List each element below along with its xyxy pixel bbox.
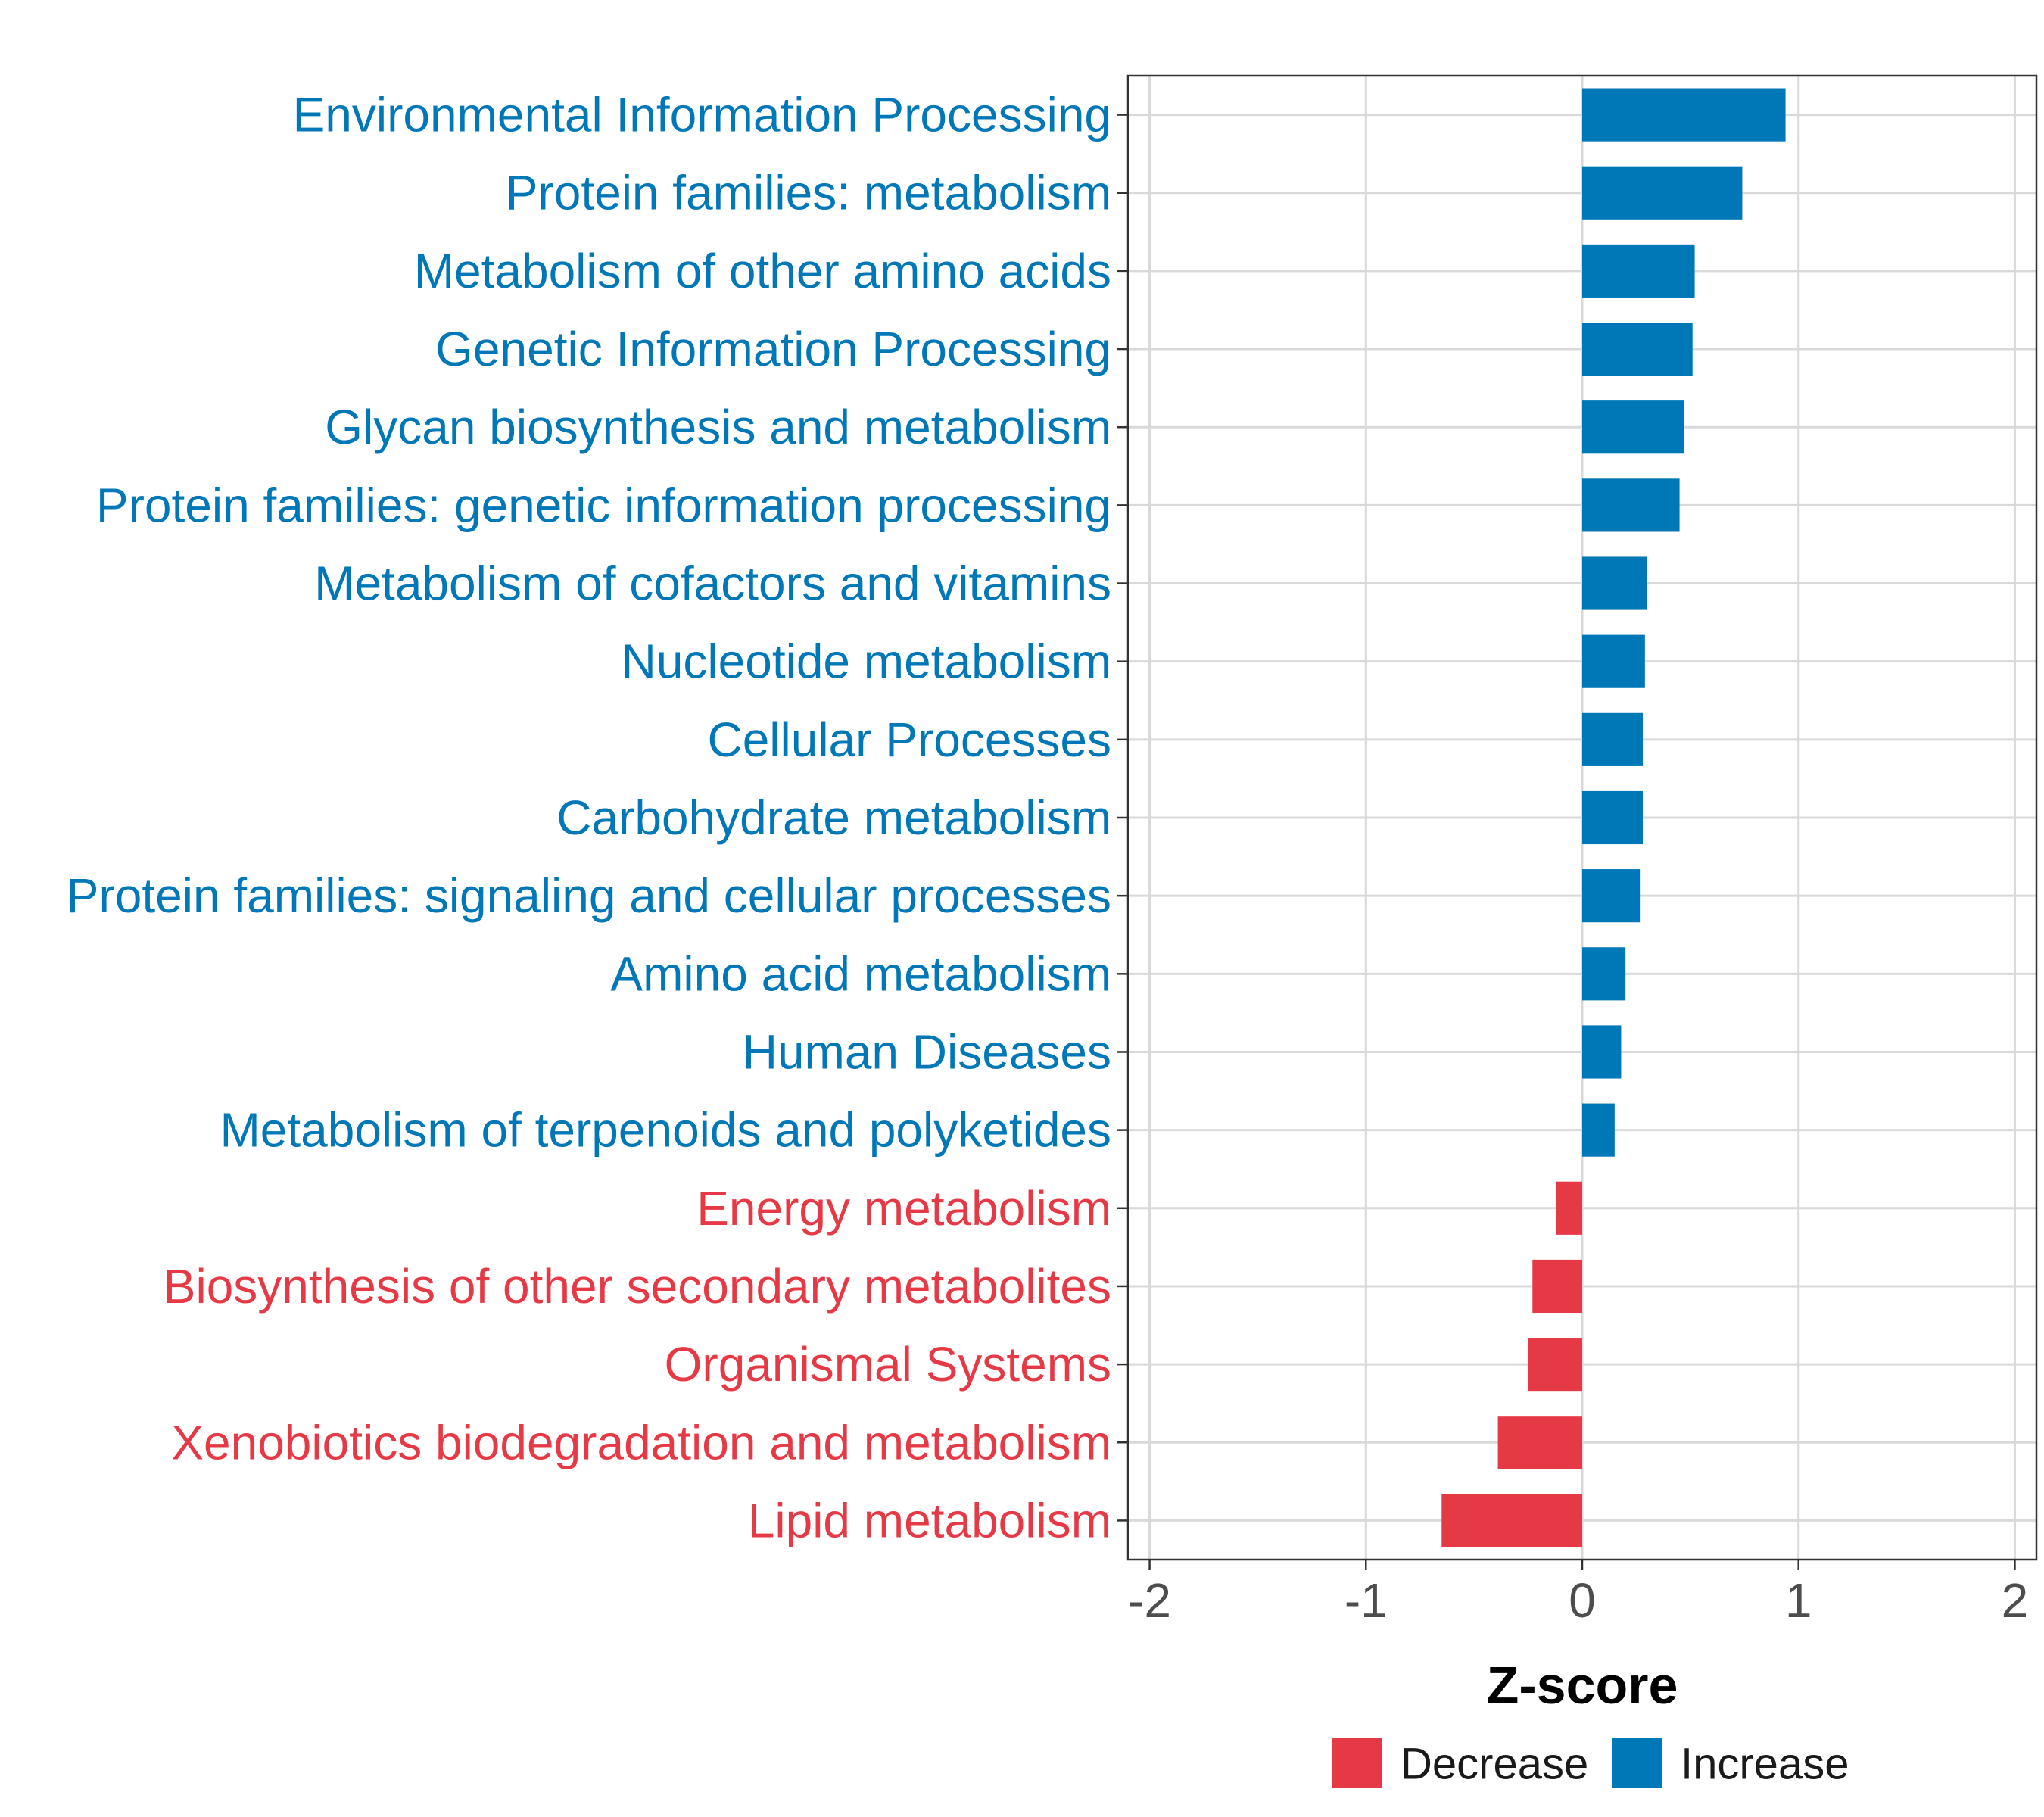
category-label-8: Cellular Processes [707, 712, 1111, 767]
bars [1441, 88, 1786, 1547]
category-label-14: Energy metabolism [696, 1181, 1111, 1236]
legend-swatch-decrease [1332, 1738, 1382, 1788]
bar-5 [1582, 478, 1680, 532]
category-label-10: Protein families: signaling and cellular… [67, 868, 1111, 923]
category-label-16: Organismal Systems [665, 1337, 1111, 1392]
bar-1 [1582, 166, 1743, 220]
category-label-4: Glycan biosynthesis and metabolism [325, 400, 1111, 454]
category-label-11: Amino acid metabolism [610, 946, 1111, 1001]
y-axis: Environmental Information Processing Prot… [67, 88, 1128, 1547]
category-label-18: Lipid metabolism [748, 1493, 1111, 1547]
category-label-1: Protein families: metabolism [506, 166, 1111, 220]
bar-13 [1582, 1103, 1615, 1157]
bar-17 [1497, 1416, 1582, 1469]
category-label-0: Environmental Information Processing [293, 88, 1111, 142]
bar-3 [1582, 322, 1693, 376]
legend-label-decrease: Decrease [1401, 1740, 1588, 1789]
x-axis-title: Z-score [1487, 1656, 1678, 1715]
category-label-12: Human Diseases [743, 1024, 1111, 1079]
bar-10 [1582, 869, 1641, 923]
bar-4 [1582, 400, 1684, 454]
legend-label-increase: Increase [1681, 1740, 1849, 1789]
category-label-17: Xenobiotics biodegradation and metabolis… [171, 1415, 1111, 1469]
x-tick-label-4: 2 [2002, 1573, 2029, 1628]
x-tick-label-3: 1 [1785, 1573, 1812, 1628]
bar-18 [1441, 1494, 1582, 1547]
x-tick-label-2: 0 [1569, 1573, 1596, 1628]
bar-11 [1582, 947, 1626, 1001]
bar-0 [1582, 88, 1786, 142]
bar-8 [1582, 712, 1643, 766]
bar-15 [1532, 1259, 1582, 1314]
category-label-2: Metabolism of other amino acids [414, 244, 1111, 298]
category-label-13: Metabolism of terpenoids and polyketides [220, 1103, 1111, 1158]
x-tick-label-1: -1 [1344, 1573, 1388, 1628]
legend: Decrease Increase [1332, 1738, 1849, 1789]
bar-2 [1582, 244, 1695, 298]
category-label-7: Nucleotide metabolism [622, 634, 1111, 689]
bar-16 [1528, 1338, 1582, 1392]
category-label-3: Genetic Information Processing [435, 322, 1111, 376]
category-label-6: Metabolism of cofactors and vitamins [314, 556, 1111, 611]
bar-9 [1582, 790, 1643, 845]
bar-14 [1556, 1181, 1582, 1235]
category-label-15: Biosynthesis of other secondary metaboli… [164, 1259, 1111, 1314]
bar-7 [1582, 634, 1645, 688]
category-label-5: Protein families: genetic information pr… [96, 478, 1111, 532]
bar-12 [1582, 1025, 1622, 1079]
legend-swatch-increase [1612, 1738, 1662, 1788]
category-label-9: Carbohydrate metabolism [556, 790, 1111, 845]
x-tick-label-0: -2 [1128, 1573, 1171, 1628]
x-axis: -2 -1 0 1 2 [1128, 1560, 2028, 1628]
bar-6 [1582, 556, 1647, 610]
